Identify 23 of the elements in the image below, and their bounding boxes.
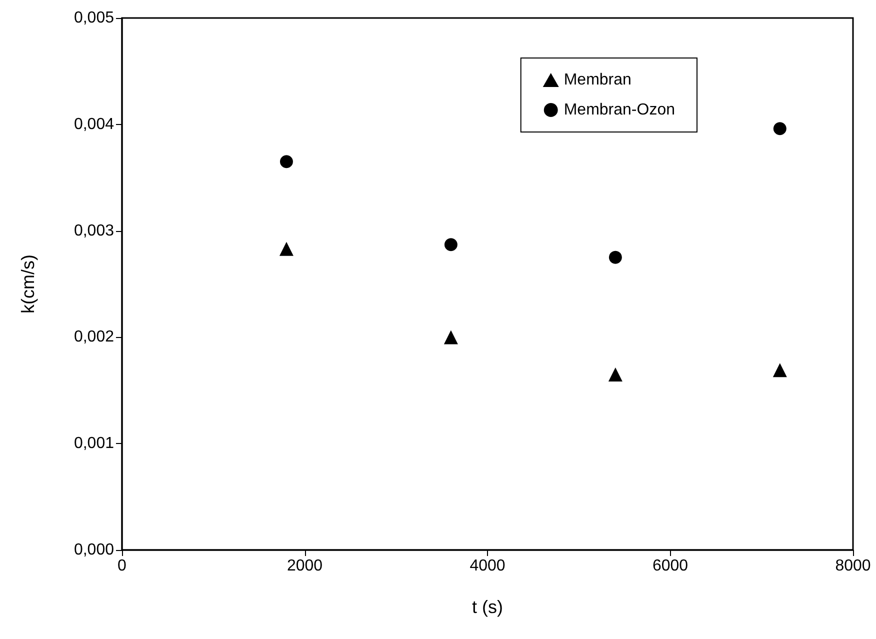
- x-tick-label: 4000: [470, 558, 506, 574]
- x-tick-label: 6000: [652, 558, 688, 574]
- legend-label: Membran-Ozon: [564, 102, 676, 118]
- y-axis-title: k(cm/s): [18, 254, 38, 314]
- y-tick-label: 0,004: [74, 116, 114, 133]
- legend-label: Membran: [564, 72, 632, 88]
- y-tick-label: 0,003: [74, 222, 114, 240]
- point: [279, 242, 294, 256]
- point: [772, 363, 787, 378]
- point: [280, 155, 293, 168]
- point: [608, 250, 622, 264]
- point: [444, 330, 458, 344]
- y-tick-label: 0,000: [74, 542, 114, 558]
- point: [773, 122, 786, 136]
- x-tick-label: 8000: [835, 558, 871, 574]
- x-tick-label: 0: [118, 558, 127, 574]
- y-tick-label: 0,001: [74, 435, 114, 452]
- point: [608, 367, 622, 382]
- x-tick-label: 2000: [286, 558, 323, 574]
- y-tick-label: 0,002: [74, 328, 114, 346]
- x-axis-title: t (s): [472, 597, 503, 617]
- y-tick-label: 0,005: [74, 10, 114, 26]
- point: [444, 238, 458, 252]
